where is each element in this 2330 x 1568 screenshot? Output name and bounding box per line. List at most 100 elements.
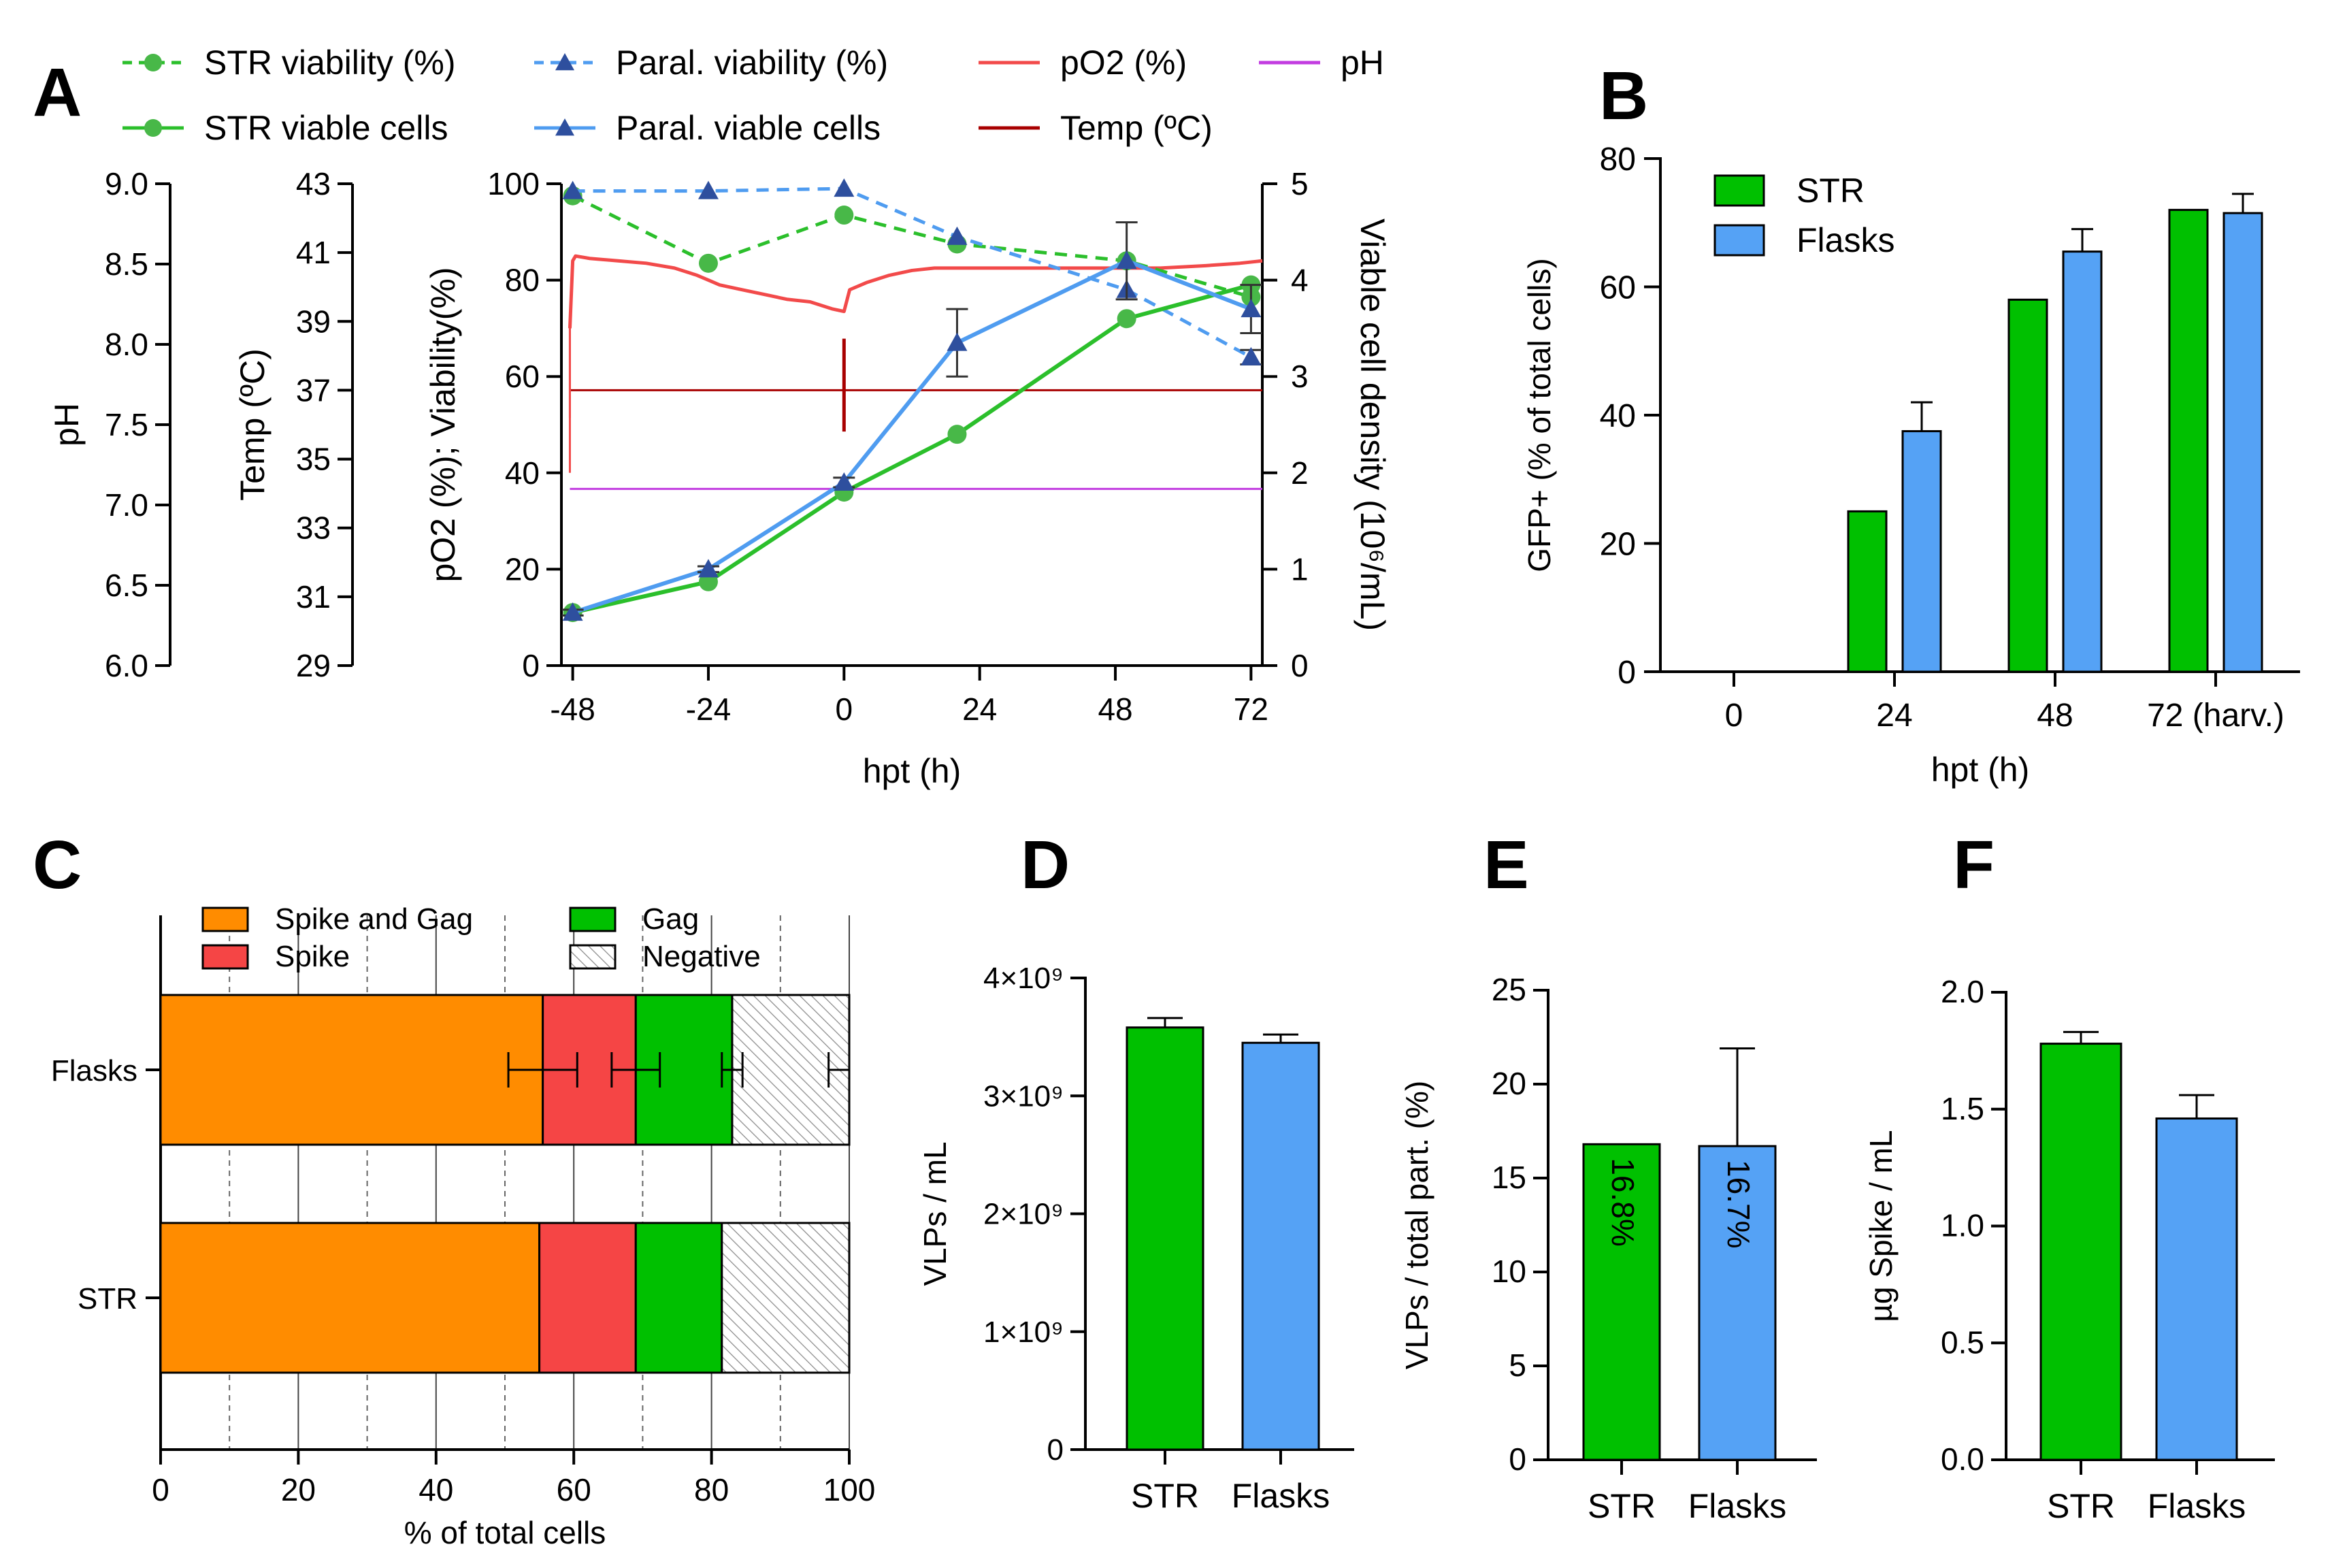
left-axis-tick-label: 100 xyxy=(487,166,540,201)
series-paral-viable-cells-point xyxy=(698,559,719,578)
e-y-tick-label: 20 xyxy=(1492,1066,1526,1101)
x-axis-tick-label: 72 xyxy=(1234,691,1268,727)
series-paral-viability-point xyxy=(562,180,583,199)
legend-swatch-marker xyxy=(555,53,574,71)
c-legend-label: Negative xyxy=(642,940,761,973)
e-y-tick-label: 15 xyxy=(1492,1160,1526,1195)
c-bar-spike-and-gag xyxy=(159,1222,541,1374)
panel-label-b: B xyxy=(1599,58,1648,134)
legend-swatch-marker xyxy=(144,54,162,71)
series-paral-viable-cells-line xyxy=(572,259,1252,615)
e-bar-str xyxy=(1582,1143,1661,1461)
series-paral-viability-point xyxy=(698,180,719,199)
series-paral-viability-point xyxy=(947,226,968,245)
c-bar-gag xyxy=(634,1222,723,1374)
b-y-axis-title: GFP+ (% of total cells) xyxy=(1522,258,1557,572)
legend-label: pH xyxy=(1341,44,1384,82)
x-axis-title: hpt (h) xyxy=(863,752,962,790)
f-y-tick-label: 2.0 xyxy=(1941,974,1984,1009)
legend-swatch-marker xyxy=(144,119,162,137)
d-y-tick-label: 3×10⁹ xyxy=(983,1079,1064,1113)
e-x-tick-label: STR xyxy=(1588,1487,1656,1525)
legend-swatch-marker xyxy=(555,118,574,136)
b-x-axis-title: hpt (h) xyxy=(1931,751,2030,789)
b-x-tick-label: 72 (harv.) xyxy=(2147,698,2284,734)
ph-axis-tick-label: 7.5 xyxy=(105,407,148,442)
d-x-tick-label: Flasks xyxy=(1232,1477,1330,1515)
b-x-tick-label: 24 xyxy=(1876,698,1912,734)
temp-axis-tick-label: 33 xyxy=(296,510,331,546)
series-paral-viability-point xyxy=(834,178,855,197)
x-axis-tick-label: 48 xyxy=(1098,691,1132,727)
left-axis-tick-label: 20 xyxy=(505,551,540,587)
f-y-tick-label: 0.5 xyxy=(1941,1324,1984,1360)
f-x-tick-label: STR xyxy=(2047,1487,2115,1525)
f-x-tick-label: Flasks xyxy=(2148,1487,2246,1525)
legend-label: Paral. viable cells xyxy=(616,109,881,147)
ph-axis-tick-label: 7.0 xyxy=(105,487,148,523)
series-paral-viable-cells-point xyxy=(562,602,583,621)
b-x-tick-label: 0 xyxy=(1725,698,1743,734)
right-axis-tick-label: 2 xyxy=(1291,455,1309,491)
ph-axis-tick-label: 8.5 xyxy=(105,246,148,282)
panel-label-e: E xyxy=(1483,827,1529,903)
c-legend-swatch-spike-and-gag xyxy=(201,906,249,932)
panel-label-a: A xyxy=(33,54,82,131)
f-y-tick-label: 0.0 xyxy=(1941,1441,1984,1477)
right-axis-tick-label: 0 xyxy=(1291,648,1309,683)
ph-axis-tick-label: 6.0 xyxy=(105,648,148,683)
series-paral-viability-line xyxy=(572,186,1252,359)
c-x-tick-label: 60 xyxy=(557,1472,591,1507)
ph-axis-tick-label: 6.5 xyxy=(105,568,148,603)
right-axis-title: Viable cell density (10⁶/mL) xyxy=(1353,218,1392,631)
x-axis-tick-label: 24 xyxy=(962,691,997,727)
c-y-tick-label: STR xyxy=(78,1282,137,1316)
left-axis-tick-label: 60 xyxy=(505,359,540,394)
left-axis-title: pO2 (%); Viability(%) xyxy=(424,267,462,582)
f-y-axis-title: µg Spike / mL xyxy=(1863,1130,1899,1322)
c-x-tick-label: 100 xyxy=(823,1472,876,1507)
b-legend-label: Flasks xyxy=(1796,221,1894,259)
b-bar-str xyxy=(1847,510,1888,673)
d-y-tick-label: 0 xyxy=(1047,1433,1064,1467)
b-legend-label: STR xyxy=(1796,172,1865,210)
ph-axis-title: pH xyxy=(48,403,86,446)
c-legend-label: Spike and Gag xyxy=(275,902,473,936)
temp-axis-tick-label: 37 xyxy=(296,372,331,408)
series-paral-viable-cells-point xyxy=(834,472,855,491)
left-axis-tick-label: 40 xyxy=(505,455,540,491)
f-bar-flasks xyxy=(2155,1117,2238,1461)
c-bar-spike-and-gag xyxy=(159,994,544,1146)
c-x-tick-label: 20 xyxy=(281,1472,316,1507)
f-y-tick-label: 1.0 xyxy=(1941,1208,1984,1243)
legend-label: Paral. viability (%) xyxy=(616,44,888,82)
b-y-tick-label: 40 xyxy=(1600,398,1636,434)
right-axis-tick-label: 1 xyxy=(1291,551,1309,587)
d-x-tick-label: STR xyxy=(1131,1477,1199,1515)
d-y-tick-label: 1×10⁹ xyxy=(983,1316,1064,1349)
e-y-tick-label: 5 xyxy=(1509,1348,1526,1383)
series-paral-viable-cells-point xyxy=(1241,299,1262,318)
d-bar-flasks xyxy=(1241,1041,1320,1451)
c-legend-swatch-negative xyxy=(569,944,617,970)
b-bar-flasks xyxy=(1901,430,1942,673)
right-axis-tick-label: 4 xyxy=(1291,263,1309,298)
temp-axis-tick-label: 35 xyxy=(296,442,331,477)
left-axis-tick-label: 80 xyxy=(505,263,540,298)
c-y-tick-label: Flasks xyxy=(51,1054,137,1088)
series-paral-viable-cells-point xyxy=(947,332,968,351)
x-axis-tick-label: -24 xyxy=(686,691,731,727)
legend-label: Temp (ºC) xyxy=(1060,109,1213,147)
e-x-tick-label: Flasks xyxy=(1688,1487,1786,1525)
series-paral-viability-point xyxy=(1241,346,1262,365)
c-x-tick-label: 0 xyxy=(152,1472,169,1507)
d-y-tick-label: 4×10⁹ xyxy=(983,962,1064,995)
right-axis-tick-label: 5 xyxy=(1291,166,1309,201)
d-bar-str xyxy=(1126,1026,1204,1451)
c-bar-negative xyxy=(721,1222,851,1374)
series-str-viability-line xyxy=(572,194,1252,299)
series-str-viability-point xyxy=(834,206,854,225)
legend-label: STR viable cells xyxy=(204,109,448,147)
c-legend-swatch-gag xyxy=(569,906,617,932)
series-po2-line xyxy=(568,254,1263,329)
